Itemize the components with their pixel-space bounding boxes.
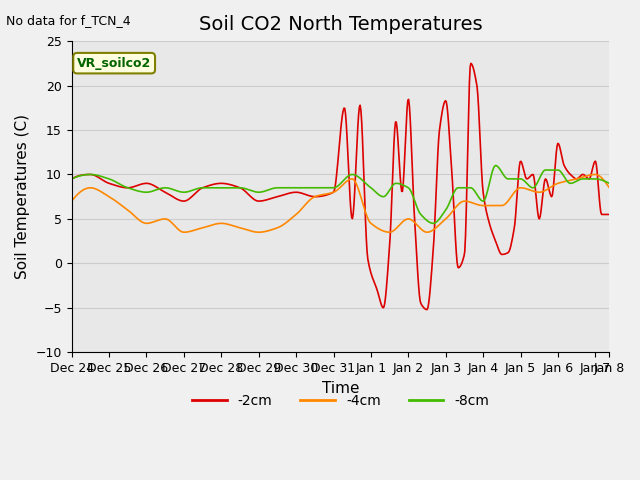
-2cm: [220, 180, 227, 186]
-8cm: [68, 176, 76, 182]
-8cm: [605, 180, 613, 186]
Text: No data for f_TCN_4: No data for f_TCN_4: [6, 14, 131, 27]
-8cm: [492, 163, 499, 168]
Line: -4cm: -4cm: [72, 174, 609, 232]
-4cm: [592, 171, 600, 177]
-8cm: [429, 220, 437, 226]
-4cm: [605, 185, 613, 191]
-4cm: [199, 225, 207, 230]
-8cm: [238, 185, 246, 191]
-8cm: [554, 167, 562, 173]
X-axis label: Time: Time: [322, 381, 359, 396]
-8cm: [199, 185, 207, 191]
-2cm: [199, 185, 207, 191]
-4cm: [487, 203, 495, 208]
-8cm: [220, 185, 227, 191]
-8cm: [487, 174, 495, 180]
-8cm: [421, 216, 429, 221]
Title: Soil CO2 North Temperatures: Soil CO2 North Temperatures: [198, 15, 483, 34]
Text: VR_soilco2: VR_soilco2: [77, 57, 151, 70]
-2cm: [554, 141, 562, 146]
Legend: -2cm, -4cm, -8cm: -2cm, -4cm, -8cm: [186, 389, 495, 414]
-2cm: [423, 307, 431, 312]
-4cm: [553, 181, 561, 187]
Y-axis label: Soil Temperatures (C): Soil Temperatures (C): [15, 114, 30, 279]
-2cm: [68, 176, 76, 182]
-4cm: [220, 220, 227, 226]
-4cm: [423, 229, 431, 235]
-4cm: [68, 198, 76, 204]
-2cm: [605, 212, 613, 217]
Line: -2cm: -2cm: [72, 63, 609, 310]
-2cm: [421, 306, 429, 312]
-2cm: [467, 60, 475, 66]
-2cm: [488, 228, 495, 234]
-4cm: [421, 229, 429, 235]
-4cm: [238, 225, 246, 231]
-2cm: [238, 186, 246, 192]
Line: -8cm: -8cm: [72, 166, 609, 223]
